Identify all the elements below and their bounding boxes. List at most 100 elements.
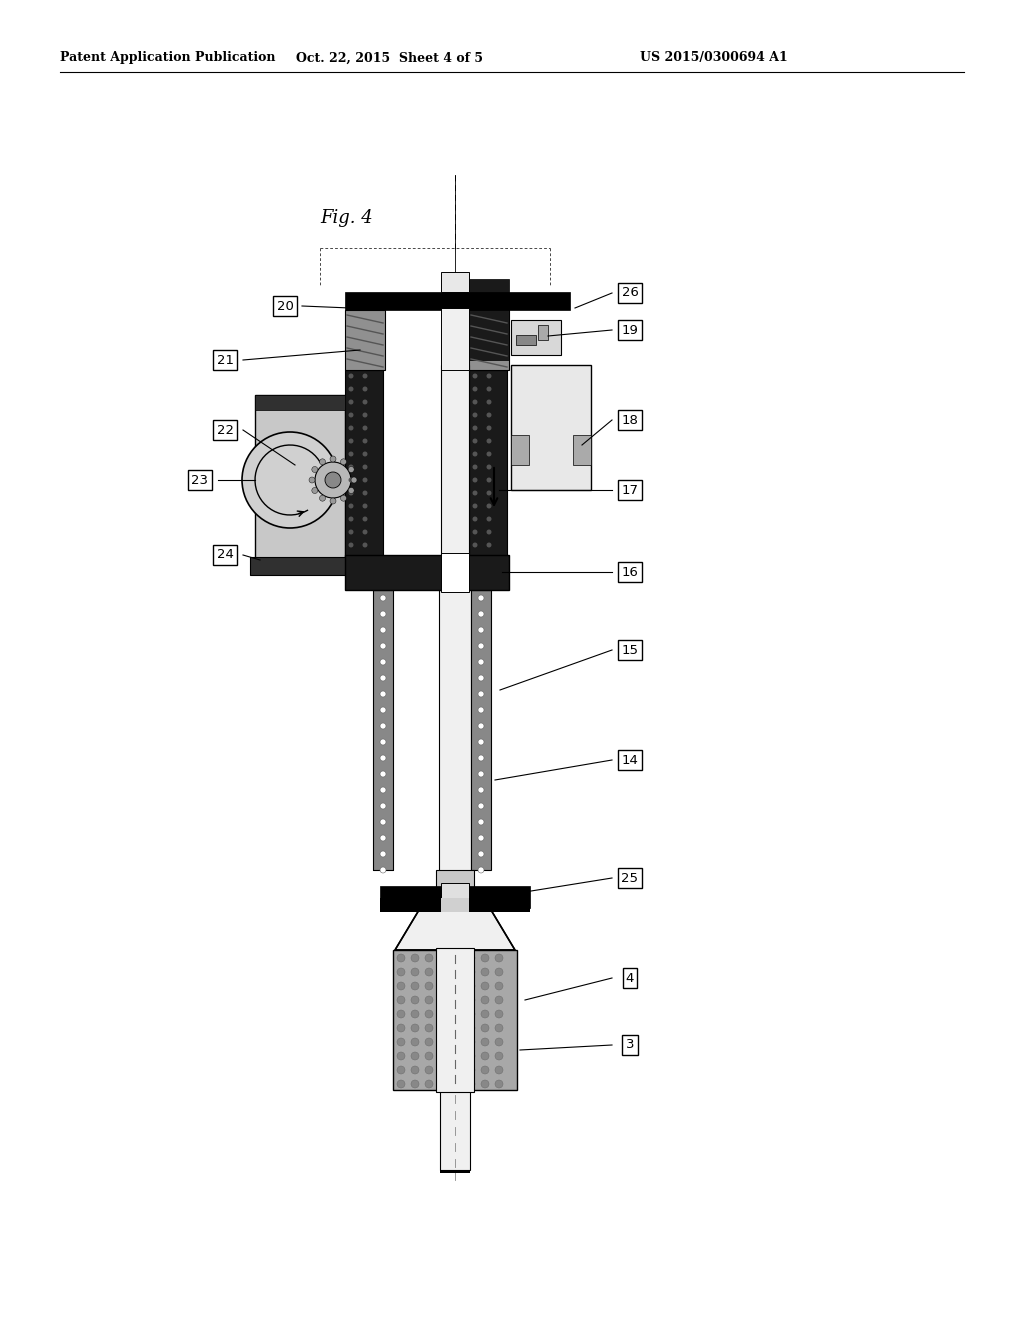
Circle shape	[312, 487, 317, 494]
Circle shape	[380, 659, 386, 665]
Text: Patent Application Publication: Patent Application Publication	[60, 51, 275, 65]
Bar	[538, 325, 548, 341]
Text: 4: 4	[626, 972, 634, 985]
Circle shape	[453, 1038, 461, 1045]
Circle shape	[439, 1038, 447, 1045]
Circle shape	[472, 556, 477, 561]
Circle shape	[478, 771, 484, 777]
Circle shape	[397, 982, 406, 990]
Circle shape	[411, 1080, 419, 1088]
Circle shape	[495, 1038, 503, 1045]
Bar	[573, 436, 591, 465]
Circle shape	[425, 1052, 433, 1060]
Circle shape	[481, 1067, 489, 1074]
Circle shape	[478, 818, 484, 825]
Circle shape	[380, 595, 386, 601]
Circle shape	[425, 1010, 433, 1018]
Circle shape	[362, 491, 368, 495]
Circle shape	[439, 954, 447, 962]
Circle shape	[481, 968, 489, 975]
Circle shape	[453, 1010, 461, 1018]
Bar	[469, 310, 509, 370]
Circle shape	[467, 1067, 475, 1074]
Bar	[511, 319, 561, 355]
Text: 22: 22	[216, 424, 233, 437]
Circle shape	[315, 462, 351, 498]
Circle shape	[380, 836, 386, 841]
Bar	[441, 553, 469, 591]
Circle shape	[362, 516, 368, 521]
Text: Oct. 22, 2015  Sheet 4 of 5: Oct. 22, 2015 Sheet 4 of 5	[297, 51, 483, 65]
Circle shape	[348, 529, 353, 535]
Bar	[441, 898, 469, 912]
Circle shape	[362, 465, 368, 470]
Circle shape	[319, 495, 326, 502]
Circle shape	[495, 1052, 503, 1060]
Circle shape	[397, 1038, 406, 1045]
Text: 20: 20	[276, 300, 294, 313]
Circle shape	[341, 459, 346, 465]
Circle shape	[411, 997, 419, 1005]
Circle shape	[467, 982, 475, 990]
Circle shape	[495, 954, 503, 962]
Circle shape	[411, 1038, 419, 1045]
Circle shape	[453, 1024, 461, 1032]
Circle shape	[481, 1038, 489, 1045]
Circle shape	[486, 491, 492, 495]
Bar	[511, 366, 591, 490]
Bar	[436, 870, 474, 900]
Text: 16: 16	[622, 565, 638, 578]
Circle shape	[362, 569, 368, 573]
Circle shape	[472, 529, 477, 535]
Text: 19: 19	[622, 323, 638, 337]
Bar	[255, 395, 345, 411]
Circle shape	[478, 611, 484, 616]
Circle shape	[478, 723, 484, 729]
Bar	[373, 590, 393, 870]
Circle shape	[397, 968, 406, 975]
Circle shape	[486, 451, 492, 457]
Bar	[440, 1170, 470, 1173]
Circle shape	[362, 438, 368, 444]
Bar	[441, 272, 469, 292]
Circle shape	[397, 997, 406, 1005]
Circle shape	[478, 867, 484, 873]
Bar	[439, 587, 471, 873]
Circle shape	[486, 412, 492, 417]
Circle shape	[348, 503, 353, 508]
Text: US 2015/0300694 A1: US 2015/0300694 A1	[640, 51, 787, 65]
Circle shape	[348, 425, 353, 430]
Circle shape	[362, 425, 368, 430]
Circle shape	[478, 708, 484, 713]
Circle shape	[341, 495, 346, 502]
Circle shape	[478, 803, 484, 809]
Circle shape	[495, 968, 503, 975]
Circle shape	[362, 387, 368, 392]
Circle shape	[362, 374, 368, 379]
Circle shape	[439, 1010, 447, 1018]
Bar	[380, 886, 530, 908]
Circle shape	[348, 556, 353, 561]
Circle shape	[348, 465, 353, 470]
Circle shape	[478, 739, 484, 744]
Circle shape	[380, 803, 386, 809]
Circle shape	[348, 543, 353, 548]
Circle shape	[467, 997, 475, 1005]
Circle shape	[397, 1024, 406, 1032]
Circle shape	[467, 1024, 475, 1032]
Circle shape	[380, 675, 386, 681]
Circle shape	[486, 387, 492, 392]
Bar	[255, 395, 345, 570]
Circle shape	[472, 516, 477, 521]
Circle shape	[411, 982, 419, 990]
Circle shape	[425, 1038, 433, 1045]
Circle shape	[453, 1080, 461, 1088]
Circle shape	[425, 954, 433, 962]
Circle shape	[330, 455, 336, 462]
Circle shape	[481, 1024, 489, 1032]
Circle shape	[453, 968, 461, 975]
Circle shape	[472, 400, 477, 404]
Circle shape	[495, 1024, 503, 1032]
Text: 3: 3	[626, 1039, 634, 1052]
Circle shape	[472, 465, 477, 470]
